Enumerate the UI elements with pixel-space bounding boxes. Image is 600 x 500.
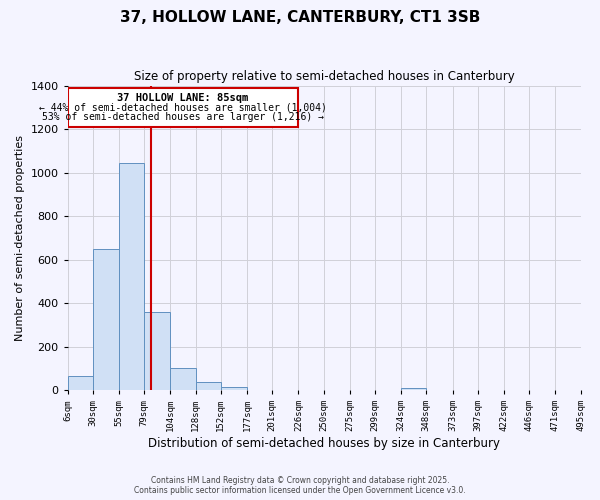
Text: 37 HOLLOW LANE: 85sqm: 37 HOLLOW LANE: 85sqm bbox=[118, 92, 248, 102]
Text: Contains HM Land Registry data © Crown copyright and database right 2025.
Contai: Contains HM Land Registry data © Crown c… bbox=[134, 476, 466, 495]
Bar bbox=[401, 388, 427, 390]
X-axis label: Distribution of semi-detached houses by size in Canterbury: Distribution of semi-detached houses by … bbox=[148, 437, 500, 450]
Bar bbox=[93, 248, 119, 390]
Bar bbox=[68, 88, 298, 127]
Bar bbox=[144, 312, 170, 390]
Bar bbox=[119, 163, 144, 390]
Text: ← 44% of semi-detached houses are smaller (1,004): ← 44% of semi-detached houses are smalle… bbox=[39, 102, 327, 113]
Title: Size of property relative to semi-detached houses in Canterbury: Size of property relative to semi-detach… bbox=[134, 70, 514, 83]
Text: 37, HOLLOW LANE, CANTERBURY, CT1 3SB: 37, HOLLOW LANE, CANTERBURY, CT1 3SB bbox=[120, 10, 480, 25]
Bar bbox=[170, 368, 196, 390]
Bar bbox=[221, 387, 247, 390]
Text: 53% of semi-detached houses are larger (1,216) →: 53% of semi-detached houses are larger (… bbox=[42, 112, 324, 122]
Bar bbox=[68, 376, 93, 390]
Bar bbox=[196, 382, 221, 390]
Y-axis label: Number of semi-detached properties: Number of semi-detached properties bbox=[15, 135, 25, 341]
